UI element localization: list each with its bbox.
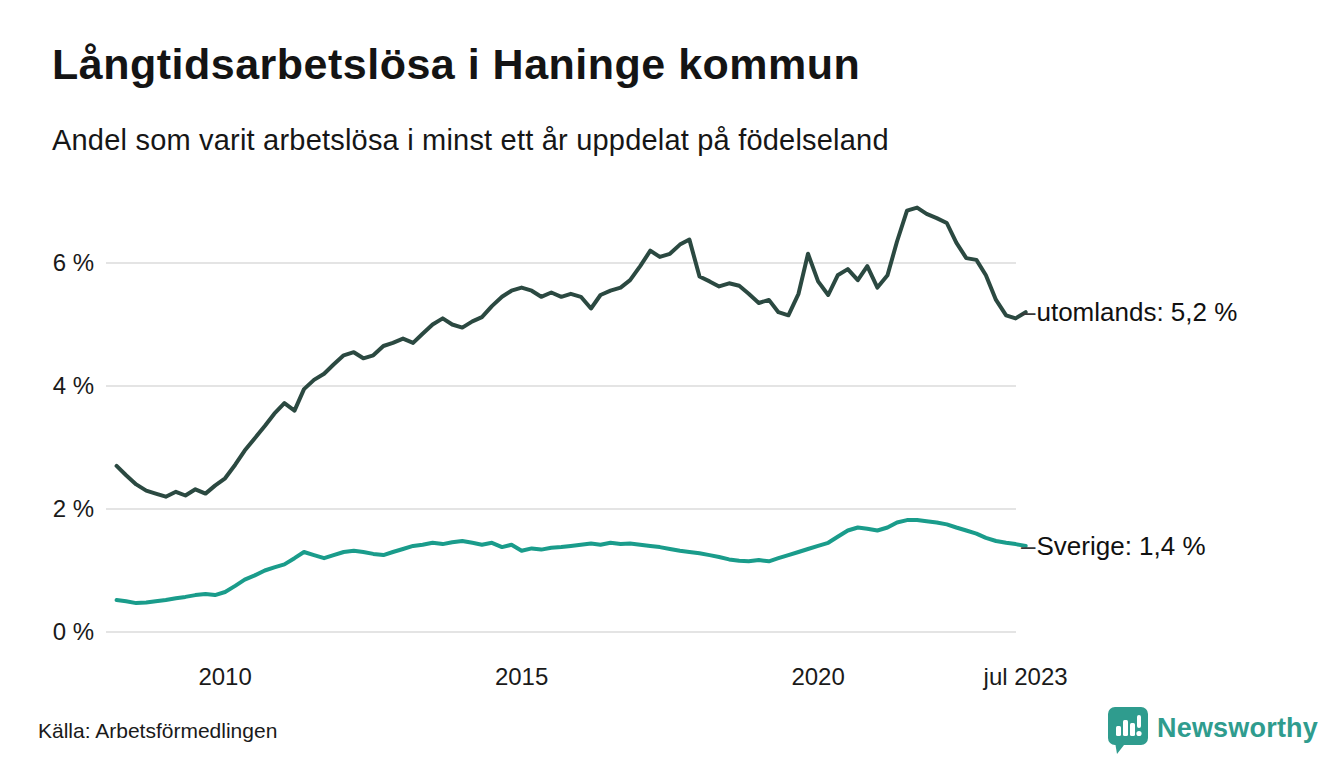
newsworthy-logo-icon [1108, 707, 1148, 755]
series-end-label-text: utomlands: 5,2 % [1036, 297, 1237, 327]
series-line-utomlands [117, 208, 1026, 497]
series-end-label-text: Sverige: 1,4 % [1036, 531, 1205, 561]
infographic-canvas: Långtidsarbetslösa i Haninge kommun Ande… [0, 0, 1340, 780]
label-leader-dash: – [1021, 297, 1035, 327]
newsworthy-wordmark: Newsworthy [1157, 713, 1318, 744]
gridlines-group [106, 263, 1016, 632]
series-line-sverige [117, 520, 1026, 603]
y-axis-tick-label: 2 % [30, 494, 94, 524]
label-leader-dash: – [1021, 531, 1035, 561]
source-note: Källa: Arbetsförmedlingen [38, 719, 277, 743]
y-axis-tick-label: 4 % [30, 371, 94, 401]
series-end-label-utomlands: –utomlands: 5,2 % [1021, 294, 1237, 330]
x-axis-tick-label: 2020 [748, 662, 888, 692]
series-end-label-sverige: –Sverige: 1,4 % [1021, 528, 1206, 564]
x-axis-tick-label: 2010 [155, 662, 295, 692]
x-axis-tick-label: 2015 [452, 662, 592, 692]
y-axis-tick-label: 0 % [30, 617, 94, 647]
newsworthy-logo: Newsworthy [1108, 707, 1318, 755]
series-lines-group [117, 208, 1026, 603]
x-axis-tick-label: jul 2023 [956, 662, 1096, 692]
y-axis-tick-label: 6 % [30, 248, 94, 278]
